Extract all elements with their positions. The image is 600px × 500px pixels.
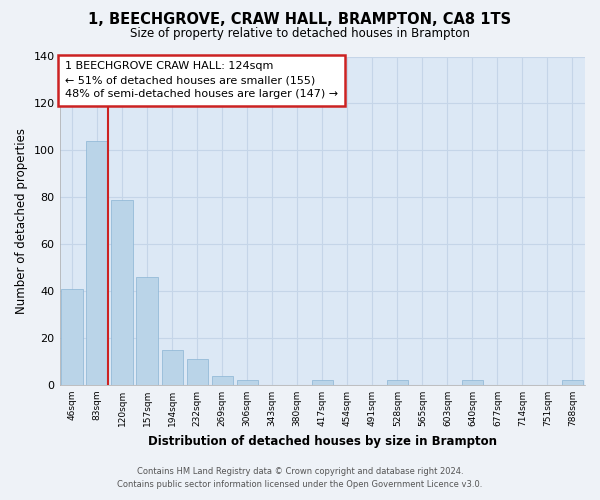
- Bar: [187, 359, 208, 385]
- Bar: [86, 141, 108, 385]
- Bar: [136, 277, 158, 385]
- Text: 1, BEECHGROVE, CRAW HALL, BRAMPTON, CA8 1TS: 1, BEECHGROVE, CRAW HALL, BRAMPTON, CA8 …: [88, 12, 512, 28]
- Bar: [311, 380, 333, 385]
- Bar: [387, 380, 408, 385]
- Text: 1 BEECHGROVE CRAW HALL: 124sqm
← 51% of detached houses are smaller (155)
48% of: 1 BEECHGROVE CRAW HALL: 124sqm ← 51% of …: [65, 62, 338, 100]
- Bar: [112, 200, 133, 385]
- X-axis label: Distribution of detached houses by size in Brampton: Distribution of detached houses by size …: [148, 434, 497, 448]
- Bar: [562, 380, 583, 385]
- Text: Size of property relative to detached houses in Brampton: Size of property relative to detached ho…: [130, 28, 470, 40]
- Bar: [462, 380, 483, 385]
- Bar: [161, 350, 183, 385]
- Bar: [236, 380, 258, 385]
- Text: Contains HM Land Registry data © Crown copyright and database right 2024.
Contai: Contains HM Land Registry data © Crown c…: [118, 468, 482, 489]
- Y-axis label: Number of detached properties: Number of detached properties: [15, 128, 28, 314]
- Bar: [61, 288, 83, 385]
- Bar: [212, 376, 233, 385]
